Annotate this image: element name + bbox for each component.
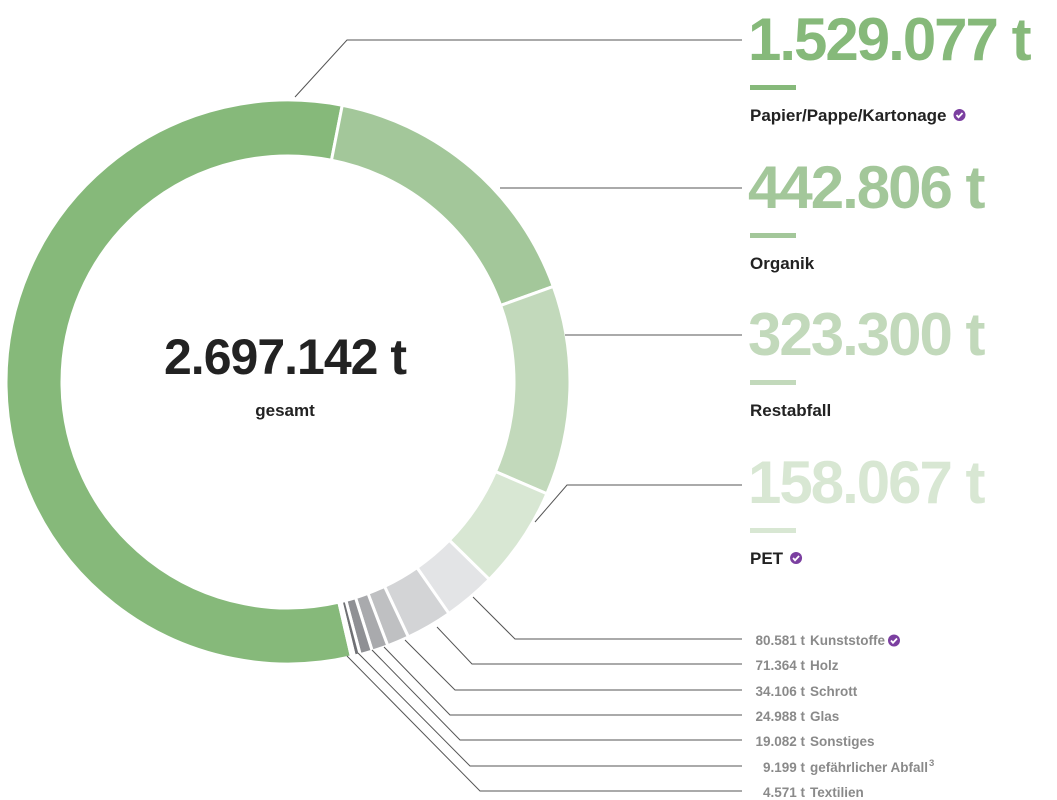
leader-line (404, 639, 742, 691)
category-label: Textilien (810, 785, 864, 800)
value-label: 1.529.077 t (748, 6, 1032, 73)
value-label: 19.082 t (755, 734, 805, 749)
value-label: 323.300 t (748, 301, 986, 368)
small-label: 19.082 t Sonstiges (755, 734, 874, 749)
category-label: Holz (810, 658, 839, 673)
small-label: 4.571 t Textilien (763, 785, 864, 800)
value-label: 442.806 t (748, 154, 986, 221)
value-label: 158.067 t (748, 449, 986, 516)
verified-check (890, 637, 898, 645)
category-label: Organik (750, 254, 815, 273)
leader-line (534, 484, 742, 523)
value-label: 9.199 t (763, 760, 806, 775)
small-label: 34.106 t Schrott (755, 684, 857, 699)
leader-line (357, 652, 742, 767)
label-bar (750, 233, 796, 238)
category-label: PET (750, 549, 784, 568)
small-label: 9.199 t gefährlicher Abfall (763, 760, 928, 775)
label-bar (750, 528, 796, 533)
value-label: 4.571 t (763, 785, 806, 800)
donut-slice (4, 98, 354, 666)
small-label: 24.988 t Glas (755, 709, 839, 724)
category-label: gefährlicher Abfall (810, 760, 928, 775)
category-label: Schrott (810, 684, 858, 699)
small-label: 80.581 t Kunststoffe (755, 633, 885, 648)
category-label: Papier/Pappe/Kartonage (750, 106, 947, 125)
label-bar (750, 85, 796, 90)
value-label: 71.364 t (755, 658, 805, 673)
category-label: Kunststoffe (810, 633, 885, 648)
verified-check (792, 555, 800, 562)
value-label: 34.106 t (755, 684, 805, 699)
leader-line (294, 39, 742, 98)
leader-line (436, 626, 742, 665)
leader-line (472, 596, 742, 640)
donut-slice (493, 284, 572, 496)
verified-check (955, 112, 964, 119)
category-label: Sonstiges (810, 734, 875, 749)
category-label: Glas (810, 709, 839, 724)
leader-line (383, 646, 742, 716)
small-label: 71.364 t Holz (755, 658, 838, 673)
donut-slice (337, 599, 357, 659)
leader-line (346, 655, 742, 792)
value-label: 80.581 t (755, 633, 805, 648)
total-value: 2.697.142 t (164, 329, 407, 385)
donut-slice (329, 103, 556, 308)
leader-line (371, 649, 742, 741)
footnote-mark: 3 (929, 758, 934, 769)
label-bar (750, 380, 796, 385)
category-label: Restabfall (750, 401, 831, 420)
total-caption: gesamt (255, 401, 315, 420)
value-label: 24.988 t (755, 709, 805, 724)
